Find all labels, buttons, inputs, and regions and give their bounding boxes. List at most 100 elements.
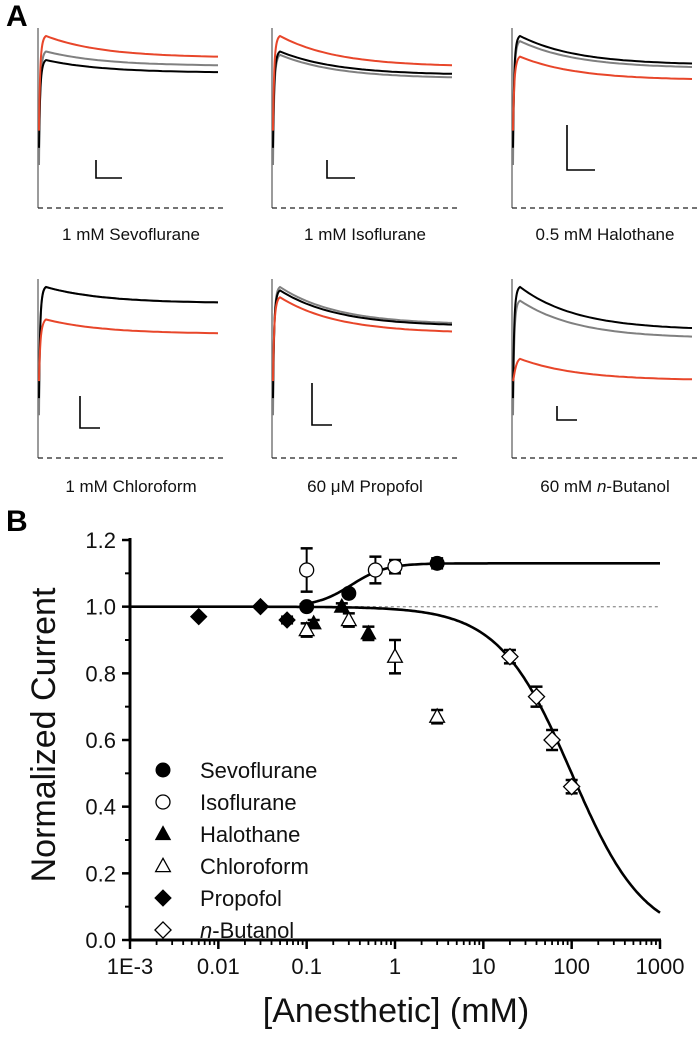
y-tick-label: 1.2 [85,528,116,553]
current-trace-black [38,59,218,148]
panel-b-letter: B [6,505,28,538]
legend-entry: Chloroform [154,854,309,879]
scale-bar [566,125,595,171]
trace-label: 60 mM n-Butanol [540,477,669,496]
y-tick-label: 1.0 [85,595,116,620]
legend-entry: Isoflurane [155,790,297,815]
scale-bar [556,406,577,421]
data-point [340,610,358,627]
current-trace-red [512,55,693,131]
scale-bar [326,160,355,179]
series-sevoflurane [299,555,445,615]
legend-label: Chloroform [200,854,309,879]
trace-label: 1 mM Chloroform [65,477,196,496]
trace-label: 60 μM Propofol [307,477,423,496]
trace-label: 1 mM Sevoflurane [62,225,200,244]
trace-panel: 1 mM Sevoflurane [37,28,224,244]
legend-label-rest: -Butanol [212,918,294,943]
current-trace-red [272,296,453,382]
data-point [527,687,546,706]
series-isoflurane [299,547,403,593]
trace-label-part: -Butanol [606,477,669,496]
y-tick-label: 0.8 [85,661,116,686]
legend-label: Sevoflurane [200,758,317,783]
y-axis-title: Normalized Current [25,587,63,882]
x-tick-label: 1 [389,954,401,979]
series-n-butanol [500,647,581,796]
trace-panel: 60 μM Propofol [271,279,458,496]
current-trace-gray [38,50,218,166]
panel-a-letter: A [6,0,28,33]
current-trace-black [272,289,453,399]
legend-entry: n-Butanol [154,918,294,943]
current-trace-gray [512,299,693,416]
current-trace-black [272,50,453,148]
inhibition-fit [130,605,661,914]
legend-entry: Halothane [154,822,300,847]
y-tick-label: 0.4 [85,795,116,820]
panel-b-dose-response-chart: 0.0 0.2 0.4 0.6 0.8 1.0 1.2 1E-3 0.01 0.1 1 10 100 10… [25,528,684,1030]
legend-marker-diamond-filled [154,889,172,907]
current-trace-red [272,34,453,131]
panel-a-traces: 1 mM Sevoflurane 1 mM Isoflurane 0.5 mM Ha… [37,28,698,496]
chart-legend: Sevoflurane Isoflurane Halothane Chloroform… [154,758,317,943]
legend-marker-circle-open [155,794,171,810]
data-point [543,731,562,749]
legend-marker-triangle-filled [154,825,172,841]
data-point [333,597,351,613]
x-tick-label: 10 [471,954,495,979]
y-tick-label: 0.2 [85,861,116,886]
current-trace-black [512,34,693,148]
legend-entry: Propofol [154,886,282,911]
current-trace-red [38,34,218,131]
legend-marker-diamond-open [154,921,172,939]
data-point [251,597,270,616]
x-tick-label: 1000 [636,954,685,979]
data-point [367,562,384,578]
x-tick-label: 100 [553,954,590,979]
y-tick-label: 0.0 [85,928,116,953]
trace-panel: 0.5 mM Halothane [511,28,698,244]
data-point [386,647,404,663]
legend-label: Propofol [200,886,282,911]
legend-label: n-Butanol [200,918,294,943]
series-chloroform [298,610,446,725]
current-trace-black [512,285,693,399]
current-trace-gray [38,285,219,416]
legend-marker-circle-filled [155,762,171,778]
data-point [360,624,377,640]
data-point [429,555,445,571]
data-point [278,611,296,629]
data-point [299,599,315,615]
current-trace-red [38,318,219,382]
y-tick-label: 0.6 [85,728,116,753]
x-tick-label: 0.1 [291,954,322,979]
scale-bar [311,383,332,426]
scale-bar [95,160,122,179]
data-point [189,607,208,626]
trace-label-part: 60 mM [540,477,597,496]
current-trace-gray [272,53,453,166]
x-axis-title: [Anesthetic] (mM) [263,992,529,1030]
data-point [500,647,519,666]
current-trace-gray [272,285,453,416]
trace-panel: 1 mM Isoflurane [271,28,458,244]
trace-label-part: 1 mM Isoflurane [304,225,426,244]
series-propofol [189,597,296,629]
current-trace-black [38,285,219,399]
current-trace-gray [512,40,693,166]
data-point [298,620,316,637]
trace-label: 0.5 mM Halothane [536,225,675,244]
trace-label-part: 0.5 mM Halothane [536,225,675,244]
trace-panel: 1 mM Chloroform [37,279,224,496]
series-halothane [305,597,377,642]
x-tick-label: 1E-3 [107,954,153,979]
trace-label-part: 1 mM Chloroform [65,477,196,496]
x-tick-label: 0.01 [197,954,240,979]
legend-entry: Sevoflurane [155,758,317,783]
data-point [299,562,315,578]
current-trace-red [512,357,692,382]
data-point [387,559,403,575]
legend-label: Isoflurane [200,790,297,815]
